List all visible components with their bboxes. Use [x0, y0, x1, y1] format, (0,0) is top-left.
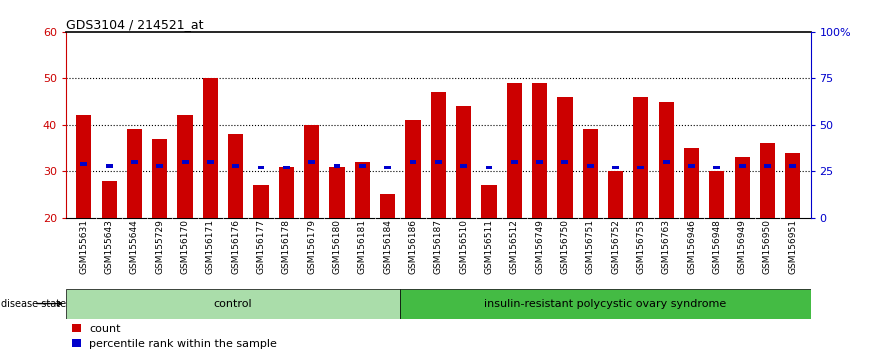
Bar — [587, 164, 594, 167]
Bar — [106, 164, 113, 167]
Bar — [582, 130, 598, 218]
Bar — [511, 160, 518, 164]
Bar — [507, 83, 522, 218]
Bar — [456, 106, 471, 218]
Bar — [735, 157, 750, 218]
Bar — [460, 164, 467, 167]
Bar — [177, 115, 193, 218]
Bar — [66, 289, 400, 319]
Bar — [334, 164, 340, 167]
Text: GDS3104 / 214521_at: GDS3104 / 214521_at — [66, 18, 204, 31]
Bar — [561, 160, 568, 164]
Bar — [532, 83, 547, 218]
Bar — [131, 160, 137, 164]
Bar — [764, 164, 771, 167]
Bar — [355, 162, 370, 218]
Bar — [233, 164, 239, 167]
Bar — [257, 166, 264, 170]
Bar — [101, 181, 116, 218]
Text: insulin-resistant polycystic ovary syndrome: insulin-resistant polycystic ovary syndr… — [484, 298, 726, 309]
Bar — [608, 171, 623, 218]
Bar — [558, 97, 573, 218]
Bar — [278, 167, 294, 218]
Bar — [308, 160, 315, 164]
Bar — [156, 164, 163, 167]
Bar — [76, 115, 92, 218]
Bar — [739, 164, 745, 167]
Bar — [410, 160, 417, 164]
Text: disease state: disease state — [2, 298, 66, 309]
Bar — [633, 97, 648, 218]
Bar — [152, 139, 167, 218]
Bar — [329, 167, 344, 218]
Bar — [181, 160, 189, 164]
Bar — [709, 171, 724, 218]
Bar — [254, 185, 269, 218]
Bar — [659, 102, 674, 218]
Bar — [405, 120, 420, 218]
Bar — [663, 160, 670, 164]
Bar — [760, 143, 775, 218]
Bar — [612, 166, 619, 170]
Bar — [400, 289, 811, 319]
Bar — [431, 92, 446, 218]
Legend: count, percentile rank within the sample: count, percentile rank within the sample — [71, 324, 278, 349]
Bar — [127, 130, 142, 218]
Bar — [435, 160, 441, 164]
Bar — [384, 166, 391, 170]
Bar — [203, 78, 218, 218]
Bar — [304, 125, 319, 218]
Bar — [684, 148, 700, 218]
Bar — [207, 160, 214, 164]
Bar — [714, 166, 721, 170]
Bar — [359, 164, 366, 167]
Bar — [283, 166, 290, 170]
Bar — [638, 166, 644, 170]
Bar — [537, 160, 543, 164]
Bar — [481, 185, 497, 218]
Text: control: control — [213, 298, 252, 309]
Bar — [80, 162, 87, 166]
Bar — [380, 194, 396, 218]
Bar — [485, 166, 492, 170]
Bar — [228, 134, 243, 218]
Bar — [785, 153, 801, 218]
Bar — [688, 164, 695, 167]
Bar — [789, 164, 796, 167]
